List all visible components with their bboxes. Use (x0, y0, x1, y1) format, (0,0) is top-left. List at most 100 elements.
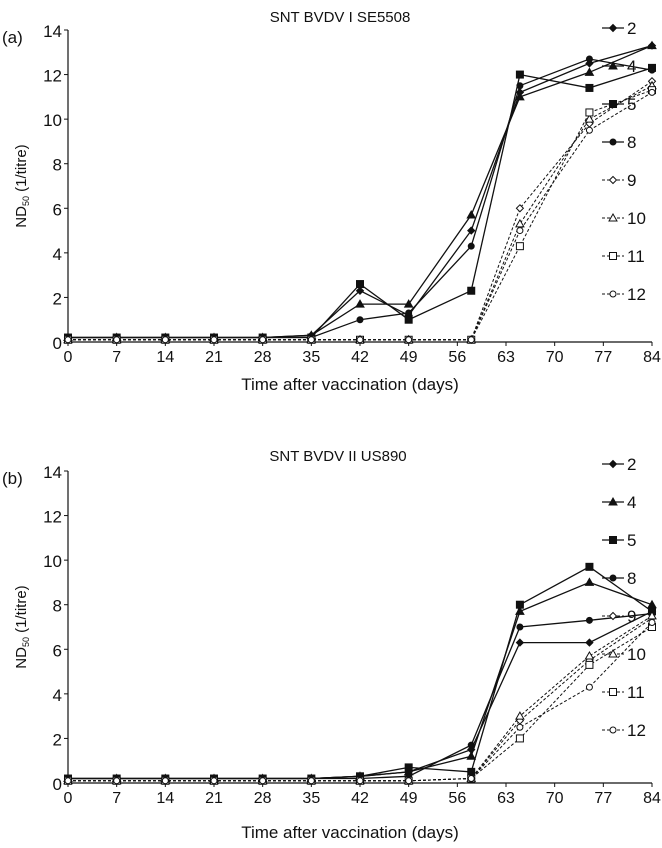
series-line (68, 566, 653, 780)
data-point (210, 336, 218, 344)
data-point (515, 204, 525, 213)
series-8 (64, 55, 656, 342)
data-point (585, 638, 594, 647)
series-line (68, 615, 653, 782)
data-point (516, 723, 524, 731)
x-tick-label: 84 (643, 349, 661, 366)
y-tick-label: 6 (53, 200, 62, 219)
x-tick-label: 14 (156, 790, 174, 807)
y-tick-label: 14 (43, 22, 62, 41)
series-11 (64, 623, 656, 785)
legend-marker (608, 459, 618, 469)
x-tick-label: 0 (64, 349, 73, 366)
data-point (466, 209, 477, 219)
x-axis-label: Time after vaccination (days) (241, 375, 459, 394)
y-tick-label: 0 (53, 334, 62, 353)
legend-marker (608, 212, 618, 222)
y-axis-label: ND50 (1/titre) (13, 585, 31, 668)
data-point (516, 82, 524, 90)
legend-label: 12 (627, 285, 646, 304)
legend-label: 11 (627, 683, 645, 702)
x-axis-label: Time after vaccination (days) (241, 823, 459, 842)
x-tick-label: 28 (254, 790, 272, 807)
legend-label: 11 (627, 247, 645, 266)
y-tick-label: 14 (43, 463, 62, 482)
panel-label: (a) (2, 28, 23, 47)
series-line (68, 612, 653, 780)
data-point (584, 577, 595, 586)
data-point (516, 623, 524, 631)
data-point (515, 70, 524, 79)
chart-title: SNT BVDV I SE5508 (270, 9, 411, 26)
series-2 (63, 41, 657, 342)
x-tick-label: 63 (497, 790, 515, 807)
y-tick-label: 8 (53, 597, 62, 616)
legend-marker (608, 23, 618, 33)
y-tick-label: 6 (53, 641, 62, 660)
legend-label: 4 (627, 493, 636, 512)
legend-marker (609, 726, 617, 734)
data-point (647, 610, 657, 620)
legend-marker (608, 175, 618, 185)
data-point (467, 242, 475, 250)
data-point (210, 777, 218, 785)
data-point (515, 638, 525, 647)
data-point (585, 616, 593, 624)
y-tick-label: 12 (43, 508, 62, 527)
data-point (403, 299, 414, 308)
y-tick-label: 8 (53, 156, 62, 175)
x-tick-label: 63 (497, 349, 515, 366)
data-point (515, 734, 524, 743)
data-point (405, 777, 413, 785)
x-tick-label: 21 (205, 349, 223, 366)
x-tick-label: 14 (156, 349, 174, 366)
legend-marker (609, 688, 617, 696)
data-point (515, 600, 524, 609)
data-point (355, 299, 365, 308)
y-axis-label: ND50 (1/titre) (13, 144, 31, 227)
data-point (307, 777, 315, 785)
data-point (584, 650, 595, 660)
legend-marker (608, 648, 618, 658)
x-tick-label: 7 (112, 790, 121, 807)
data-point (467, 226, 476, 235)
legend-marker (609, 252, 617, 260)
legend-label: 10 (627, 209, 646, 228)
x-tick-label: 7 (112, 349, 121, 366)
data-point (584, 114, 595, 123)
legend: 2 4 5 8 9 10 11 12 (602, 455, 646, 740)
legend-label: 8 (627, 569, 636, 588)
data-point (355, 286, 365, 295)
series-9 (63, 613, 657, 785)
y-tick-label: 4 (53, 686, 62, 705)
series-2 (63, 607, 657, 783)
series-line (68, 626, 653, 782)
data-point (64, 777, 72, 785)
data-point (585, 562, 594, 571)
data-point (113, 777, 121, 785)
series-line (68, 622, 653, 782)
legend-label: 2 (627, 19, 636, 38)
legend-label: 5 (627, 95, 636, 114)
x-tick-label: 49 (400, 790, 418, 807)
legend-marker (609, 290, 617, 298)
data-point (585, 108, 594, 117)
legend-label: 2 (627, 455, 636, 474)
legend-label: 10 (627, 645, 646, 664)
x-tick-label: 70 (546, 790, 564, 807)
series-8 (64, 610, 656, 783)
data-point (404, 763, 413, 772)
legend-label: 5 (627, 531, 636, 550)
data-point (307, 336, 315, 344)
x-tick-label: 35 (302, 790, 320, 807)
data-point (515, 218, 525, 228)
legend-marker (608, 496, 618, 506)
data-point (356, 316, 364, 324)
data-point (585, 83, 594, 92)
legend-marker (609, 100, 617, 108)
data-point (405, 309, 413, 317)
x-tick-label: 70 (546, 349, 564, 366)
series-line (68, 91, 653, 341)
data-point (585, 126, 593, 134)
